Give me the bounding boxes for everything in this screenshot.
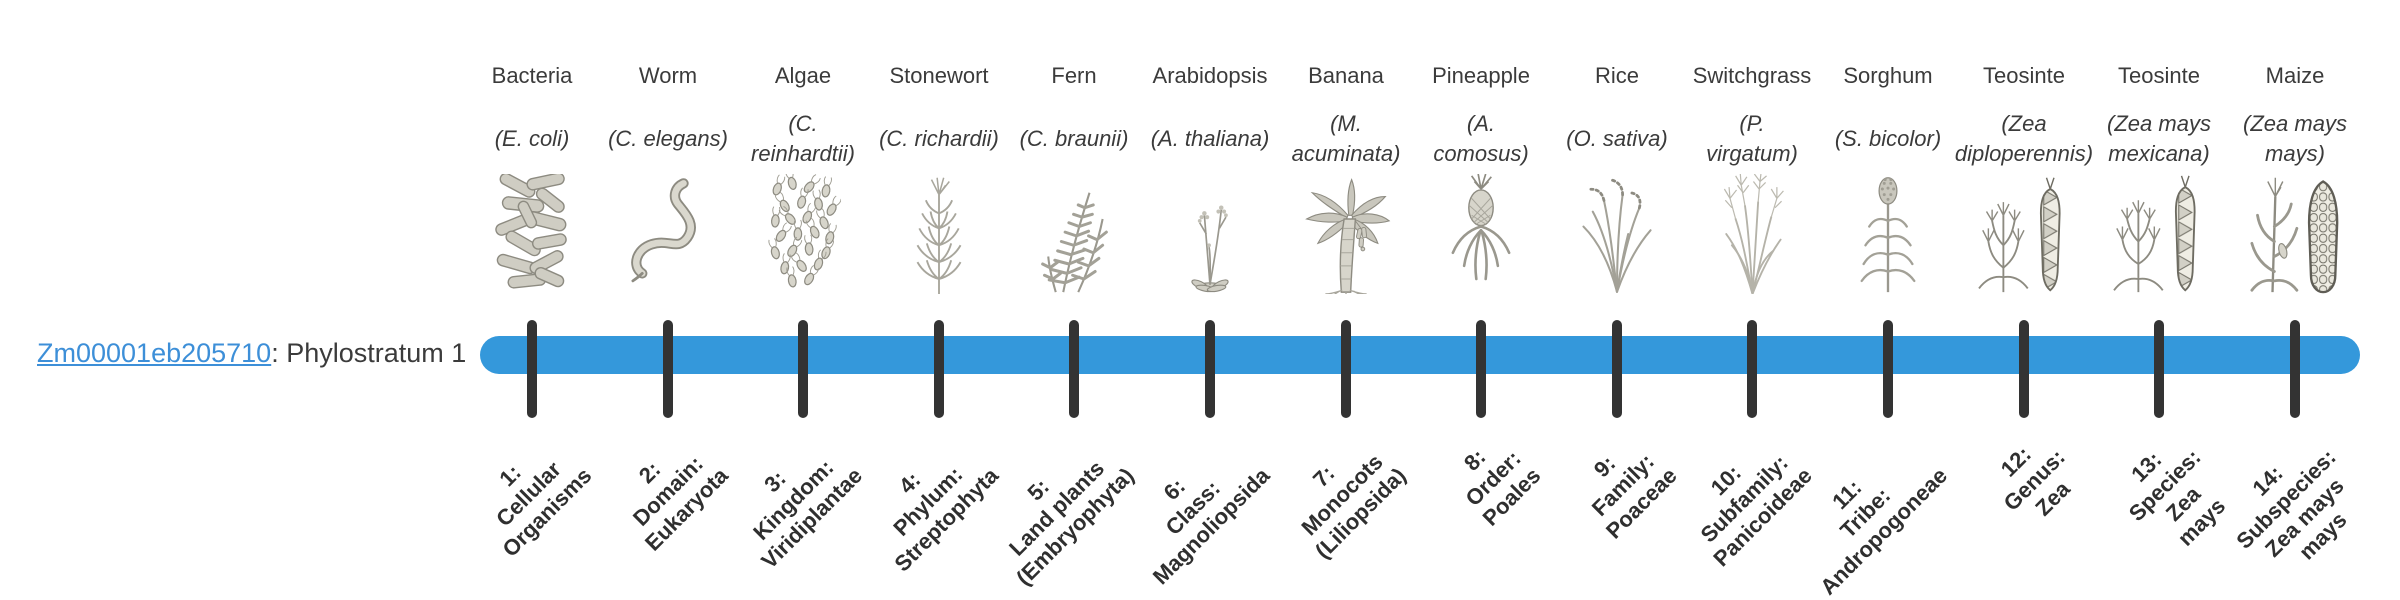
stratum-label-wrap: 14: Subspecies: Zea mays mays [1995,424,2352,564]
timeline-tick [1476,320,1486,418]
stratum-label: 3: Kingdom: Viridiplantae [748,454,868,574]
organism-species: (Zea mays mays) [2243,111,2347,166]
rice-icon [1542,172,1692,294]
timeline-tick [663,320,673,418]
algae-icon [728,172,878,294]
pineapple-icon [1406,172,1556,294]
organism-name: Sorghum [1843,63,1933,88]
arabidopsis-icon [1135,172,1285,294]
organism-name: Arabidopsis [1152,63,1268,88]
teosinte-icon [1949,172,2099,294]
organism-species: (C. reinhardtii) [751,111,855,166]
maize-icon [2220,172,2370,294]
stratum-label: 8: Order: Poales [1459,444,1546,531]
organism-species: (A. thaliana) [1150,126,1270,151]
timeline-tick [1747,320,1757,418]
stonewort-icon [864,172,1014,294]
timeline-tick [798,320,808,418]
organism-name: Maize [2265,63,2325,88]
stratum-label: 12: Genus: Zea [1995,441,2076,521]
organism-species: (O. sativa) [1566,126,1668,151]
timeline-tick [1205,320,1215,418]
switchgrass-icon [1677,172,1827,294]
organism-name: Worm [638,63,698,88]
organism-name: Banana [1308,63,1384,88]
stratum-label: 13: Species: Zea mays [2123,444,2230,551]
worm-icon [593,172,743,294]
timeline-tick [1069,320,1079,418]
organism-name: Teosinte [2118,63,2200,88]
timeline-tick [2154,320,2164,418]
stratum-label: 9: Family: Poaceae [1586,448,1682,544]
organism-name: Fern [1051,63,1097,88]
gene-link[interactable]: Zm00001eb205710 [37,338,272,368]
stratum-label: 2: Domain: Eukaryota [627,450,733,556]
teosinte-icon [2084,172,2234,294]
organism-name: Rice [1594,63,1639,88]
organism-name: Switchgrass [1692,63,1812,88]
organism-species: (S. bicolor) [1834,126,1942,151]
timeline-tick [2290,320,2300,418]
timeline-tick [1883,320,1893,418]
fern-icon [999,172,1149,294]
organism-name: Stonewort [889,63,989,88]
stratum-label: 1: Cellular Organisms [491,456,597,562]
stratum-label: 11: Tribe: Andropogoneae [1815,462,1953,600]
organism-name: Bacteria [491,63,573,88]
organism-species: (C. braunii) [1019,126,1129,151]
timeline-tick [1612,320,1622,418]
timeline-tick [527,320,537,418]
organism-species: (Zea mays mexicana) [2107,111,2211,166]
gene-label: Zm00001eb205710: Phylostratum 1 [37,338,466,369]
stratum-label: 14: Subspecies: Zea mays mays [2231,444,2352,565]
timeline-tick [1341,320,1351,418]
stratum-label: 4: Phylum: Streptophyta [888,461,1004,577]
organism-name: Pineapple [1432,63,1530,88]
organism-species: (M. acuminata) [1291,111,1401,166]
organism-name: Teosinte [1983,63,2065,88]
phylostratum-diagram: Zm00001eb205710: Phylostratum 1 Bacteria… [37,63,2370,600]
timeline-tick [934,320,944,418]
sorghum-icon [1813,172,1963,294]
timeline-tick [2019,320,2029,418]
stratum-label: 7: Monocots (Liliopsida) [1296,449,1411,564]
organism-species: (C. richardii) [879,126,999,151]
organism-species: (E. coli) [494,126,570,151]
gene-stratum-text: : Phylostratum 1 [271,338,467,368]
organism-species: (C. elegans) [608,126,728,151]
organism-species: (Zea diploperennis) [1954,111,2094,166]
stratum-label: 6: Class: Magnoliopsida [1147,462,1275,590]
bacteria-icon [457,172,607,294]
banana-icon [1271,172,1421,294]
stratum-label: 5: Land plants (Embryophyta) [1003,455,1139,591]
organism-species: (P. virgatum) [1706,111,1798,166]
organism-name: Algae [774,63,832,88]
organism-species: (A. comosus) [1433,111,1529,166]
timeline-bar [480,336,2360,374]
